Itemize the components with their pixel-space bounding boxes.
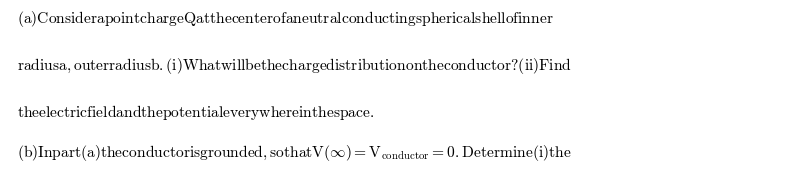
Text: $\rm the electric field and the potential everywhere in the space.$: $\rm the electric field and the potentia… [17,103,375,122]
Text: $\rm (a)\rm Consider a point charge Q\rm  at the center of a neutral conducting : $\rm (a)\rm Consider a point charge Q\rm… [17,9,554,29]
Text: $\rm radius a\rm , outer radius b\rm .  (i)What will be the charge distribution : $\rm radius a\rm , outer radius b\rm . (… [17,56,572,76]
Text: $\rm (b)\rm In part (a) the conductor is grounded, so that V(\infty) = V_{\rm co: $\rm (b)\rm In part (a) the conductor is… [17,143,572,163]
